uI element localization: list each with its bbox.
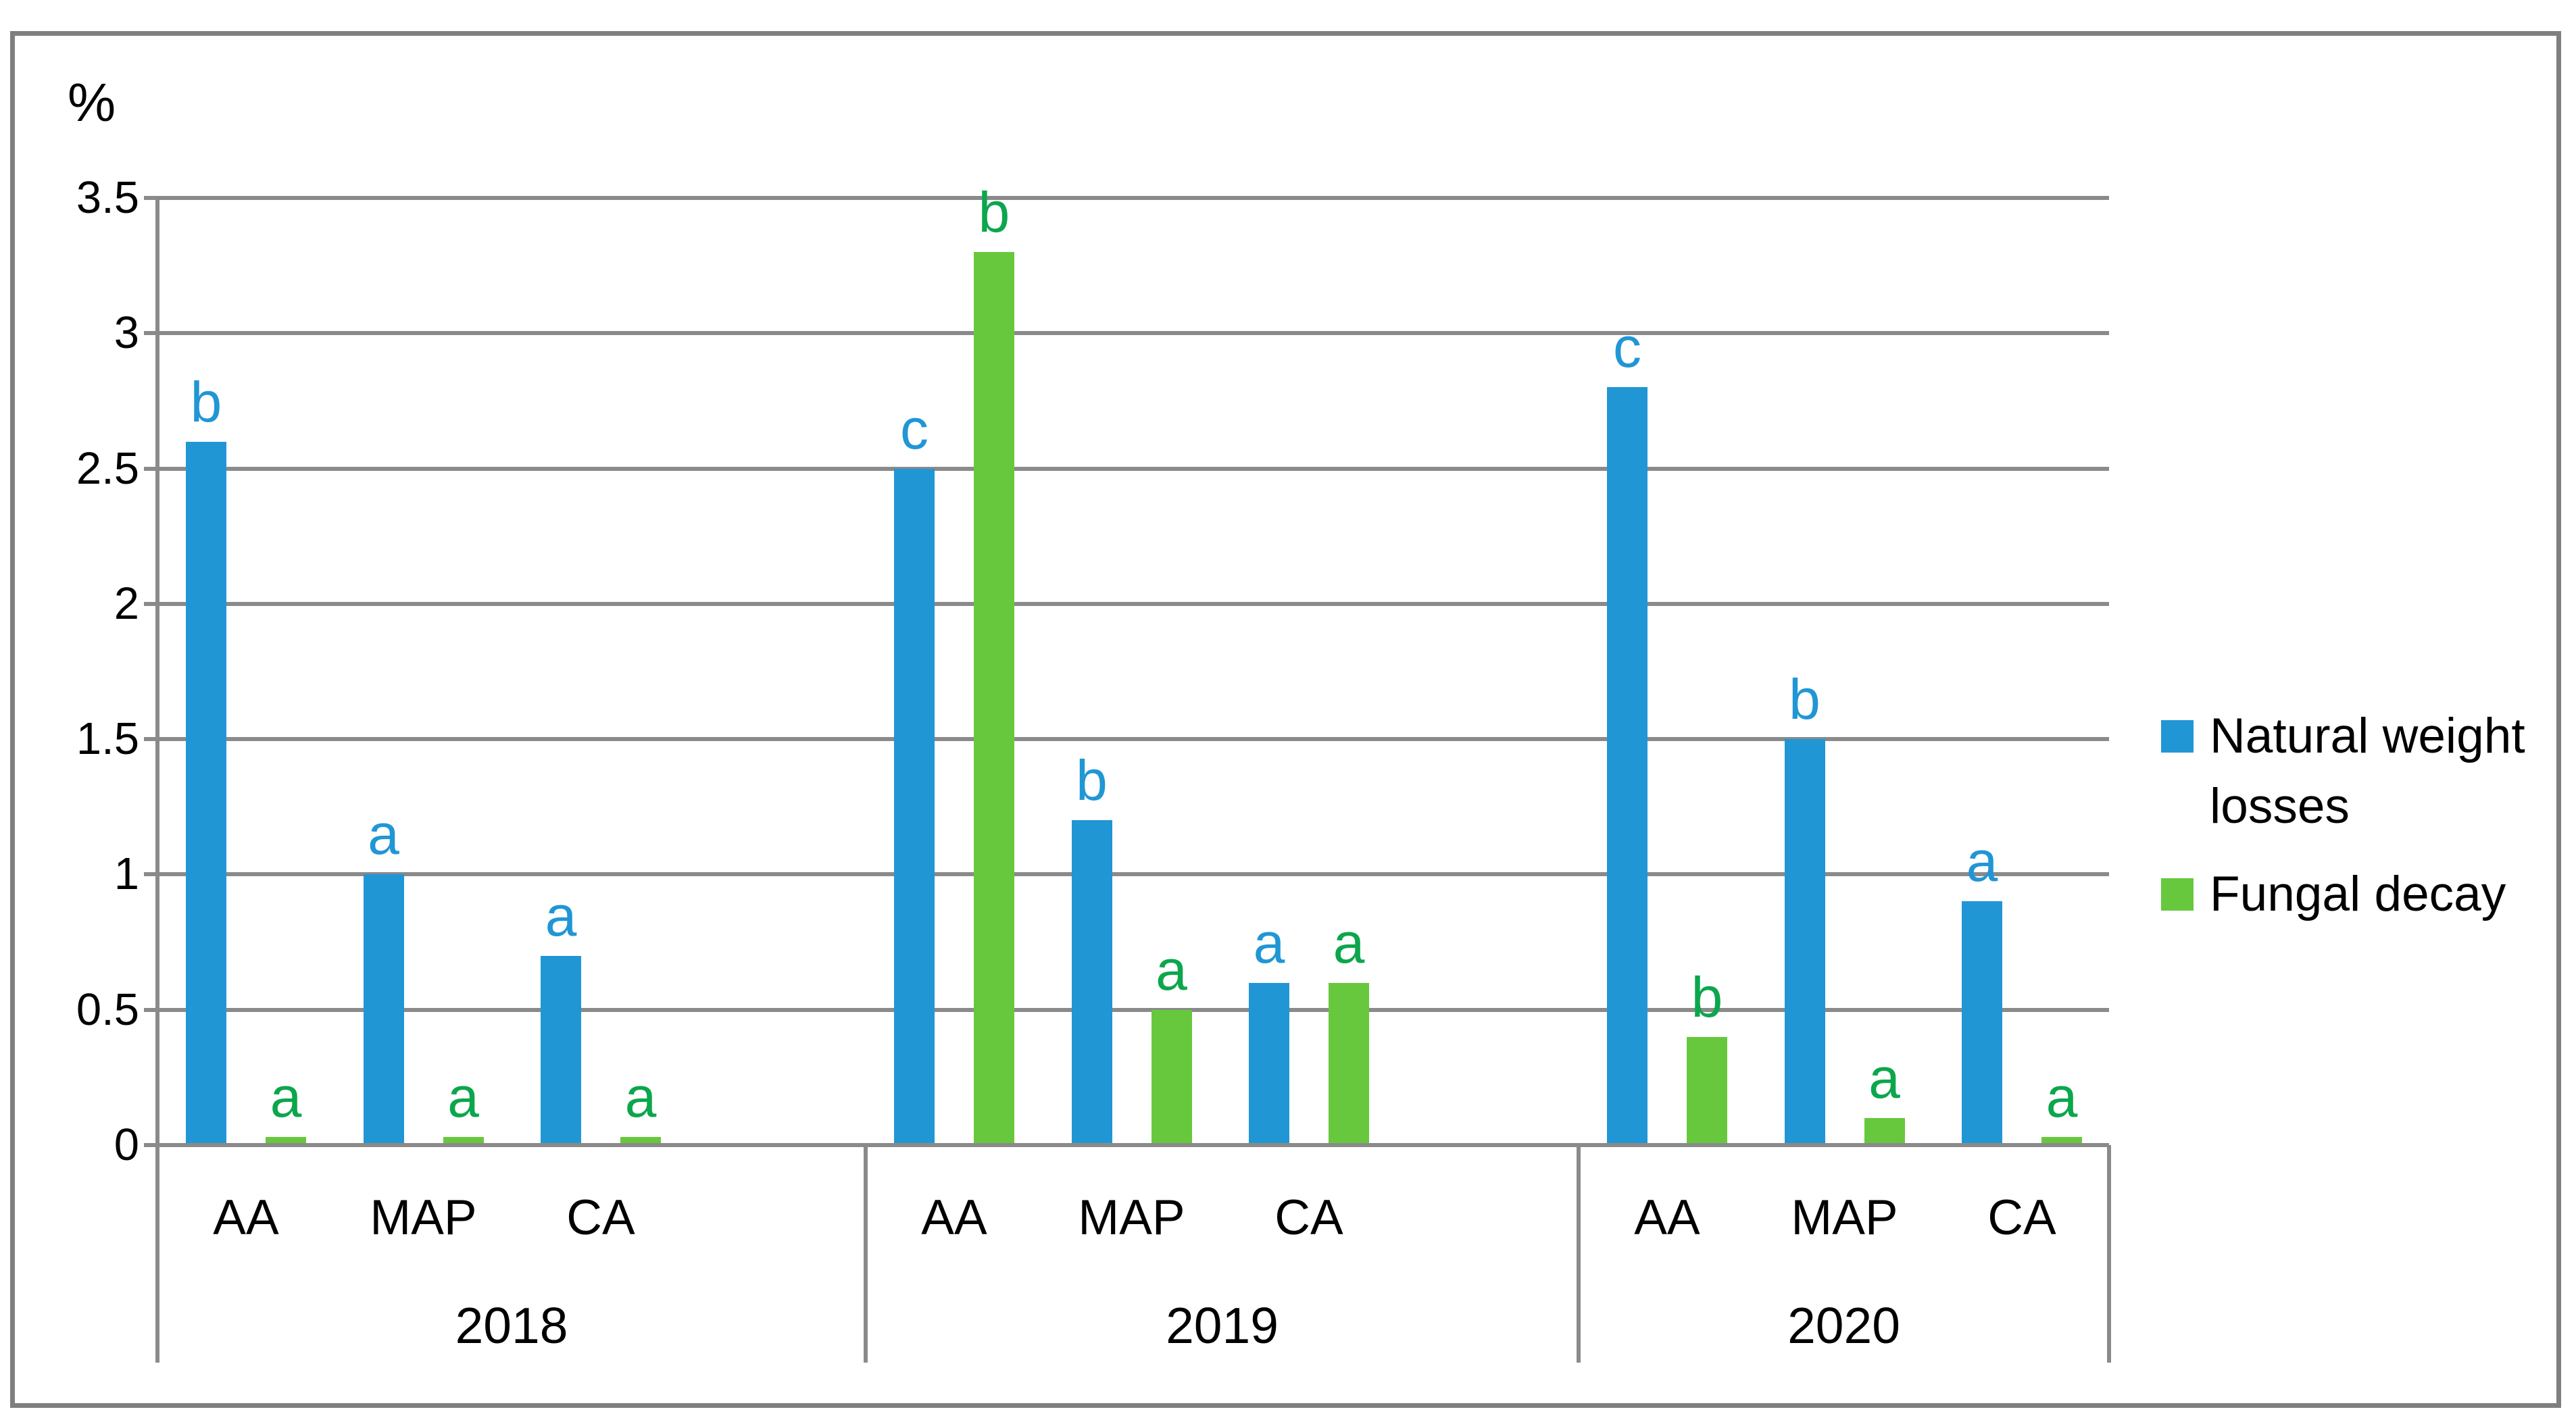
category-label-2019-aa: AA <box>921 1190 987 1245</box>
x-axis-baseline <box>157 1143 2109 1147</box>
y-axis-unit-label: % <box>68 72 116 132</box>
natural-weight-losses-bar-2020-map <box>1784 739 1825 1145</box>
legend-swatch-natural-weight-losses <box>2161 720 2194 753</box>
legend-label-fungal-decay: Fungal decay <box>2210 867 2506 921</box>
significance-letter-fungal-decay-2019-aa: b <box>978 180 1010 244</box>
significance-letter-natural-weight-losses-2019-map: b <box>1076 749 1108 812</box>
gridline <box>157 872 2109 877</box>
y-tick-label: 2 <box>114 578 139 629</box>
natural-weight-losses-bar-2019-ca <box>1249 983 1289 1145</box>
natural-weight-losses-bar-2018-aa <box>186 442 226 1145</box>
legend-swatch-fungal-decay <box>2161 878 2194 911</box>
significance-letter-natural-weight-losses-2019-ca: a <box>1253 911 1285 975</box>
legend-item-natural-weight-losses: Natural weight losses <box>2161 701 2576 842</box>
y-tick-label: 2.5 <box>76 442 139 494</box>
year-label-2020: 2020 <box>1787 1297 1900 1354</box>
y-axis-tick-mark <box>144 466 157 471</box>
significance-letter-natural-weight-losses-2018-ca: a <box>545 884 577 948</box>
y-axis-tick-mark <box>144 737 157 742</box>
gridline <box>157 331 2109 336</box>
y-axis-line <box>155 198 159 1363</box>
category-band-separator <box>864 1145 868 1363</box>
category-label-2018-ca: CA <box>566 1190 635 1245</box>
significance-letter-fungal-decay-2019-map: a <box>1156 938 1187 1002</box>
significance-letter-fungal-decay-2018-map: a <box>447 1065 479 1129</box>
y-axis-tick-mark <box>144 331 157 336</box>
year-label-2018: 2018 <box>455 1297 568 1354</box>
y-axis-tick-mark <box>144 601 157 606</box>
y-tick-label: 3 <box>114 307 139 359</box>
gridline <box>157 601 2109 606</box>
legend-label-natural-weight-losses: Natural weight losses <box>2210 709 2525 834</box>
significance-letter-natural-weight-losses-2020-ca: a <box>1966 830 1998 893</box>
legend: Natural weight losses Fungal decay <box>2161 701 2576 930</box>
fungal-decay-bar-2019-map <box>1151 1010 1192 1145</box>
significance-letter-fungal-decay-2020-map: a <box>1868 1046 1900 1110</box>
y-tick-label: 1.5 <box>76 713 139 765</box>
figure-border <box>10 31 2561 1408</box>
natural-weight-losses-bar-2020-ca <box>1962 901 2002 1145</box>
category-band-separator <box>2107 1145 2111 1363</box>
y-tick-label: 1 <box>114 849 139 900</box>
y-axis-tick-mark <box>144 196 157 200</box>
gridline <box>157 196 2109 200</box>
fungal-decay-bar-2020-aa <box>1687 1037 1727 1145</box>
gridline <box>157 1007 2109 1012</box>
category-label-2018-map: MAP <box>370 1190 477 1245</box>
y-axis-tick-mark <box>144 1007 157 1012</box>
category-label-2020-aa: AA <box>1634 1190 1700 1245</box>
natural-weight-losses-bar-2019-aa <box>894 469 935 1145</box>
fungal-decay-bar-2019-aa <box>974 252 1014 1145</box>
significance-letter-natural-weight-losses-2018-aa: b <box>190 370 222 434</box>
y-axis-tick-mark <box>144 1143 157 1147</box>
natural-weight-losses-bar-2019-map <box>1071 820 1112 1145</box>
significance-letter-fungal-decay-2019-ca: a <box>1333 911 1365 975</box>
natural-weight-losses-bar-2020-aa <box>1607 387 1648 1145</box>
category-band-separator <box>1577 1145 1581 1363</box>
category-label-2019-ca: CA <box>1274 1190 1343 1245</box>
significance-letter-fungal-decay-2020-ca: a <box>2046 1065 2078 1129</box>
significance-letter-fungal-decay-2020-aa: b <box>1691 965 1723 1029</box>
legend-item-fungal-decay: Fungal decay <box>2161 859 2576 930</box>
natural-weight-losses-bar-2018-ca <box>541 956 581 1145</box>
y-axis-tick-mark <box>144 872 157 877</box>
fungal-decay-bar-2019-ca <box>1329 983 1369 1145</box>
gridline <box>157 466 2109 471</box>
year-label-2019: 2019 <box>1166 1297 1279 1354</box>
significance-letter-fungal-decay-2018-ca: a <box>624 1065 657 1129</box>
y-tick-label: 3.5 <box>76 172 139 223</box>
natural-weight-losses-bar-2018-map <box>363 874 404 1145</box>
category-label-2019-map: MAP <box>1078 1190 1185 1245</box>
gridline <box>157 737 2109 742</box>
y-tick-label: 0.5 <box>76 984 139 1035</box>
category-label-2020-map: MAP <box>1791 1190 1898 1245</box>
category-label-2018-aa: AA <box>213 1190 279 1245</box>
significance-letter-natural-weight-losses-2020-aa: c <box>1613 315 1641 379</box>
category-label-2020-ca: CA <box>1987 1190 2056 1245</box>
significance-letter-fungal-decay-2018-aa: a <box>270 1065 302 1129</box>
significance-letter-natural-weight-losses-2018-map: a <box>368 803 399 866</box>
fungal-decay-bar-2020-map <box>1864 1118 1905 1145</box>
significance-letter-natural-weight-losses-2019-aa: c <box>900 397 928 461</box>
y-tick-label: 0 <box>114 1119 139 1170</box>
significance-letter-natural-weight-losses-2020-map: b <box>1789 667 1820 731</box>
